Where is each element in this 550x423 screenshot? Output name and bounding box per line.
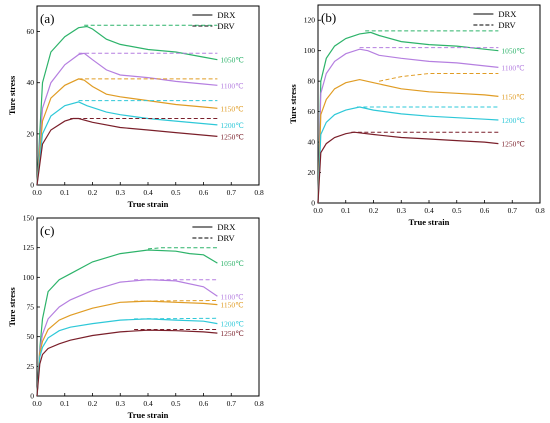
y-tick-label: 75 xyxy=(27,303,35,312)
series-temp-label: 1250℃ xyxy=(501,140,525,149)
y-axis-label: Ture stress xyxy=(7,287,17,327)
y-tick-label: 40 xyxy=(27,78,35,87)
y-tick-label: 50 xyxy=(27,332,35,341)
series-line-drx xyxy=(317,48,499,204)
panel-a-chart: 0.0 0.1 0.2 0.3 0.4 0.5 0.6 0.7 0.8 0 20 40 60 True s… xyxy=(7,5,264,209)
series-line-drx xyxy=(36,329,218,397)
series-line-drv xyxy=(134,300,218,302)
series-temp-label: 1150℃ xyxy=(220,104,244,113)
y-tick-label: 25 xyxy=(27,362,35,371)
x-tick-label: 0.5 xyxy=(452,206,462,215)
y-tick-label: 0 xyxy=(30,181,34,190)
legend-drx-label: DRX xyxy=(217,222,235,232)
x-tick-label: 0.3 xyxy=(116,188,126,197)
legend-drx-label: DRX xyxy=(498,9,516,19)
y-tick-label: 100 xyxy=(304,46,316,55)
y-axis-label: Ture stress xyxy=(7,75,17,115)
x-tick-label: 0.1 xyxy=(60,188,70,197)
series-line-drv xyxy=(147,247,218,250)
x-tick-label: 0.5 xyxy=(171,399,181,408)
x-tick-label: 0.0 xyxy=(313,206,323,215)
series-temp-label: 1200℃ xyxy=(220,320,244,329)
series-line-drx xyxy=(36,101,218,186)
x-tick-label: 0.7 xyxy=(227,188,237,197)
series-temp-label: 1050℃ xyxy=(220,259,244,268)
series-temp-label: 1050℃ xyxy=(501,47,525,56)
x-tick-label: 0.3 xyxy=(397,206,407,215)
y-tick-label: 100 xyxy=(23,273,35,282)
x-tick-label: 0.6 xyxy=(480,206,490,215)
panel-label: (c) xyxy=(40,223,54,238)
x-axis-label: True strain xyxy=(128,199,169,209)
x-axis-label: True strain xyxy=(409,217,450,227)
panel-label: (b) xyxy=(321,10,336,25)
series-temp-label: 1150℃ xyxy=(501,92,525,101)
panel-b-chart: 0.0 0.1 0.2 0.3 0.4 0.5 0.6 0.7 0.8 0 20 40 60 80 100 1… xyxy=(288,4,545,227)
x-axis-label: True strain xyxy=(128,410,169,420)
series-line-drx xyxy=(36,318,218,397)
x-tick-label: 0.2 xyxy=(88,188,98,197)
x-tick-label: 0.7 xyxy=(227,399,237,408)
legend-drx-label: DRX xyxy=(217,10,235,20)
y-tick-label: 20 xyxy=(27,129,35,138)
x-tick-label: 0.6 xyxy=(199,399,209,408)
x-tick-label: 0.8 xyxy=(254,399,264,408)
y-tick-label: 0 xyxy=(30,392,34,401)
series-temp-label: 1100℃ xyxy=(220,292,244,301)
series-line-drv xyxy=(134,317,218,320)
x-tick-label: 0.2 xyxy=(369,206,379,215)
x-tick-label: 0.0 xyxy=(32,188,42,197)
x-tick-label: 0.2 xyxy=(88,399,98,408)
series-line-drv xyxy=(378,73,499,82)
series-temp-label: 1050℃ xyxy=(220,56,244,65)
y-tick-label: 150 xyxy=(23,214,35,223)
y-axis-label: Ture stress xyxy=(288,84,298,124)
panel-label: (a) xyxy=(40,11,54,26)
y-tick-label: 40 xyxy=(308,138,316,147)
series-line-drx xyxy=(317,131,499,204)
series-temp-label: 1200℃ xyxy=(220,121,244,130)
x-tick-label: 0.1 xyxy=(60,399,70,408)
legend-drv-label: DRV xyxy=(217,21,235,31)
series-line-drx xyxy=(317,31,499,204)
series-line-drx xyxy=(36,117,218,186)
legend-drv-label: DRV xyxy=(498,20,516,30)
series-line-drx xyxy=(317,106,499,204)
series-temp-label: 1250℃ xyxy=(220,329,244,338)
x-tick-label: 0.1 xyxy=(341,206,351,215)
series-line-drx xyxy=(36,52,218,186)
x-tick-label: 0.7 xyxy=(508,206,518,215)
x-tick-label: 0.8 xyxy=(254,188,264,197)
series-temp-label: 1250℃ xyxy=(220,132,244,141)
x-tick-label: 0.8 xyxy=(535,206,545,215)
x-tick-label: 0.4 xyxy=(143,399,153,408)
x-tick-label: 0.5 xyxy=(171,188,181,197)
y-tick-label: 0 xyxy=(311,199,315,208)
y-tick-label: 60 xyxy=(308,107,316,116)
y-tick-label: 80 xyxy=(308,77,316,86)
y-tick-label: 120 xyxy=(304,16,316,25)
series-line-drx xyxy=(36,300,218,397)
series-temp-label: 1150℃ xyxy=(220,301,244,310)
x-tick-label: 0.0 xyxy=(32,399,42,408)
series-line-drx xyxy=(36,279,218,397)
series-temp-label: 1100℃ xyxy=(501,63,525,72)
panel-c-chart: 0.0 0.1 0.2 0.3 0.4 0.5 0.6 0.7 0.8 0 25 50 75 100 125… xyxy=(7,214,264,421)
y-tick-label: 125 xyxy=(23,243,35,252)
legend-drv-label: DRV xyxy=(217,233,235,243)
series-temp-label: 1100℃ xyxy=(220,81,244,90)
x-tick-label: 0.4 xyxy=(143,188,153,197)
series-line-drx xyxy=(317,78,499,204)
series-temp-label: 1200℃ xyxy=(501,116,525,125)
y-tick-label: 20 xyxy=(308,168,316,177)
plot-frame xyxy=(317,4,541,204)
series-line-drx xyxy=(36,249,218,397)
x-tick-label: 0.4 xyxy=(424,206,434,215)
series-line-drx xyxy=(36,78,218,186)
y-tick-label: 60 xyxy=(27,27,35,36)
series-line-drx xyxy=(36,25,218,186)
x-tick-label: 0.6 xyxy=(199,188,209,197)
x-tick-label: 0.3 xyxy=(116,399,126,408)
